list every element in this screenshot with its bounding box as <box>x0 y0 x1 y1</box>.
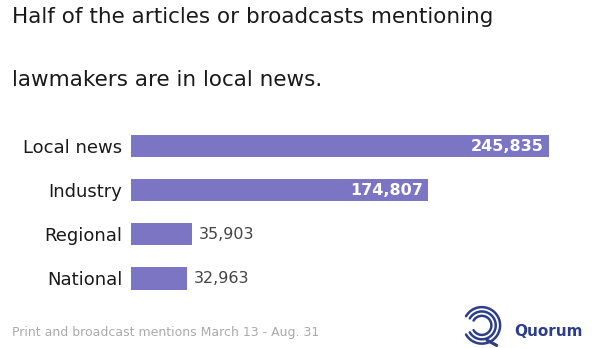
Text: Quorum: Quorum <box>514 324 582 339</box>
Text: 245,835: 245,835 <box>471 139 544 153</box>
Text: 35,903: 35,903 <box>199 227 254 242</box>
Bar <box>131 135 548 157</box>
Text: Print and broadcast mentions March 13 - Aug. 31: Print and broadcast mentions March 13 - … <box>12 326 319 339</box>
Text: lawmakers are in local news.: lawmakers are in local news. <box>12 70 322 89</box>
Text: 32,963: 32,963 <box>193 271 249 286</box>
Bar <box>131 223 192 245</box>
Text: 174,807: 174,807 <box>350 183 423 198</box>
Bar <box>131 179 428 201</box>
Text: Half of the articles or broadcasts mentioning: Half of the articles or broadcasts menti… <box>12 7 494 27</box>
Bar <box>131 268 187 290</box>
